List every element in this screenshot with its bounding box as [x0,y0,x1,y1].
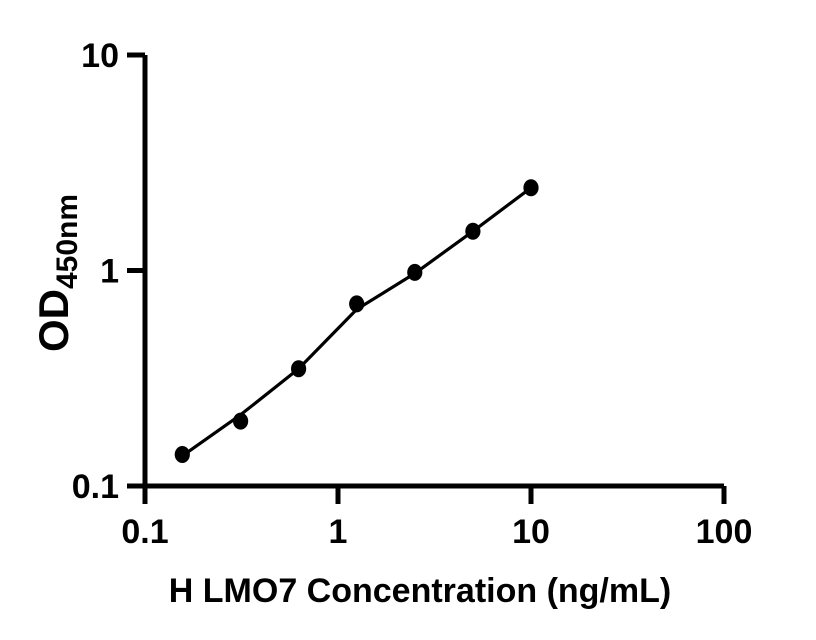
data-point [523,179,539,197]
y-tick-label: 0.1 [72,468,119,506]
x-tick-label: 1 [329,513,348,551]
data-point [174,446,190,463]
y-axis-title: OD450nm [30,194,84,352]
y-tick-label: 1 [100,253,119,291]
data-point [349,295,365,313]
x-tick-label: 0.1 [121,513,168,551]
x-tick-label: 100 [696,513,753,551]
y-axis-title-main: OD [30,289,77,352]
x-axis-title: H LMO7 Concentration (ng/mL) [169,572,671,610]
y-tick-label: 10 [81,37,119,75]
data-point [233,412,249,430]
y-axis-title-subscript: 450nm [51,194,84,289]
x-tick-label: 10 [512,513,550,551]
data-point [407,263,423,281]
data-point [291,360,307,378]
data-point [465,222,481,240]
